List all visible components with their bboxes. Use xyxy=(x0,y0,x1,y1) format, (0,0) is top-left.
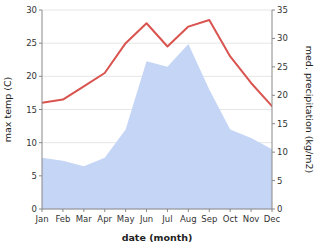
y-tick xyxy=(39,109,42,110)
y2-tick-label: 20 xyxy=(277,90,288,100)
y-tick xyxy=(39,142,42,143)
y2-tick-label: 5 xyxy=(277,176,282,186)
y-tick-label: 15 xyxy=(26,105,37,115)
y2-axis-label: med. precipitation (kg/m2) xyxy=(304,46,315,173)
x-tick xyxy=(146,209,147,212)
x-tick-label: Jun xyxy=(139,214,153,224)
x-tick-label: Jul xyxy=(161,214,172,224)
axes: JanFebMarAprMayJunJulAugSepOctNovDec0510… xyxy=(26,5,288,224)
x-tick-label: Nov xyxy=(243,214,260,224)
x-tick-label: Feb xyxy=(55,214,70,224)
y-tick-label: 30 xyxy=(26,5,37,15)
y-tick xyxy=(39,209,42,210)
plot-area xyxy=(42,20,272,209)
x-tick xyxy=(83,209,84,212)
y2-tick xyxy=(272,152,275,153)
y2-tick xyxy=(272,123,275,124)
y-tick-label: 20 xyxy=(26,71,37,81)
y2-tick xyxy=(272,180,275,181)
y-tick-label: 25 xyxy=(26,38,37,48)
x-axis-label: date (month) xyxy=(122,232,193,243)
grid-line xyxy=(42,209,272,210)
y-tick xyxy=(39,175,42,176)
x-tick-label: Jan xyxy=(34,214,48,224)
y2-tick-label: 25 xyxy=(277,62,288,72)
grid-line xyxy=(42,10,272,11)
y2-tick xyxy=(272,66,275,67)
x-tick xyxy=(251,209,252,212)
y-tick-label: 0 xyxy=(32,204,37,214)
x-tick-label: Sep xyxy=(201,214,217,224)
y2-tick xyxy=(272,209,275,210)
y2-tick-label: 35 xyxy=(277,5,288,15)
y-tick-label: 5 xyxy=(32,171,37,181)
x-tick-label: May xyxy=(117,214,135,224)
temperature-line xyxy=(42,20,272,106)
x-tick xyxy=(209,209,210,212)
y-tick xyxy=(39,43,42,44)
x-tick-label: Mar xyxy=(76,214,93,224)
x-tick xyxy=(125,209,126,212)
x-tick xyxy=(104,209,105,212)
x-tick xyxy=(62,209,63,212)
x-tick xyxy=(188,209,189,212)
x-tick xyxy=(230,209,231,212)
y-tick xyxy=(39,76,42,77)
x-tick-label: Oct xyxy=(223,214,238,224)
y2-axis-line xyxy=(272,10,273,209)
x-axis-line xyxy=(42,209,272,210)
chart-container: JanFebMarAprMayJunJulAugSepOctNovDec0510… xyxy=(0,0,318,247)
y2-tick-label: 30 xyxy=(277,33,288,43)
y2-tick xyxy=(272,10,275,11)
y-axis-label: max temp (C) xyxy=(2,77,13,143)
precipitation-area xyxy=(42,44,272,209)
y2-tick-label: 15 xyxy=(277,119,288,129)
grid-line xyxy=(42,43,272,44)
x-tick-label: Aug xyxy=(180,214,197,224)
x-tick xyxy=(167,209,168,212)
grid xyxy=(42,10,272,209)
x-tick-label: Apr xyxy=(97,214,112,224)
y2-tick xyxy=(272,95,275,96)
y2-tick-label: 0 xyxy=(277,204,282,214)
chart: JanFebMarAprMayJunJulAugSepOctNovDec0510… xyxy=(0,0,318,247)
y-tick xyxy=(39,10,42,11)
y2-tick xyxy=(272,38,275,39)
x-tick-label: Dec xyxy=(264,214,281,224)
y2-tick-label: 10 xyxy=(277,147,288,157)
y-tick-label: 10 xyxy=(26,138,37,148)
